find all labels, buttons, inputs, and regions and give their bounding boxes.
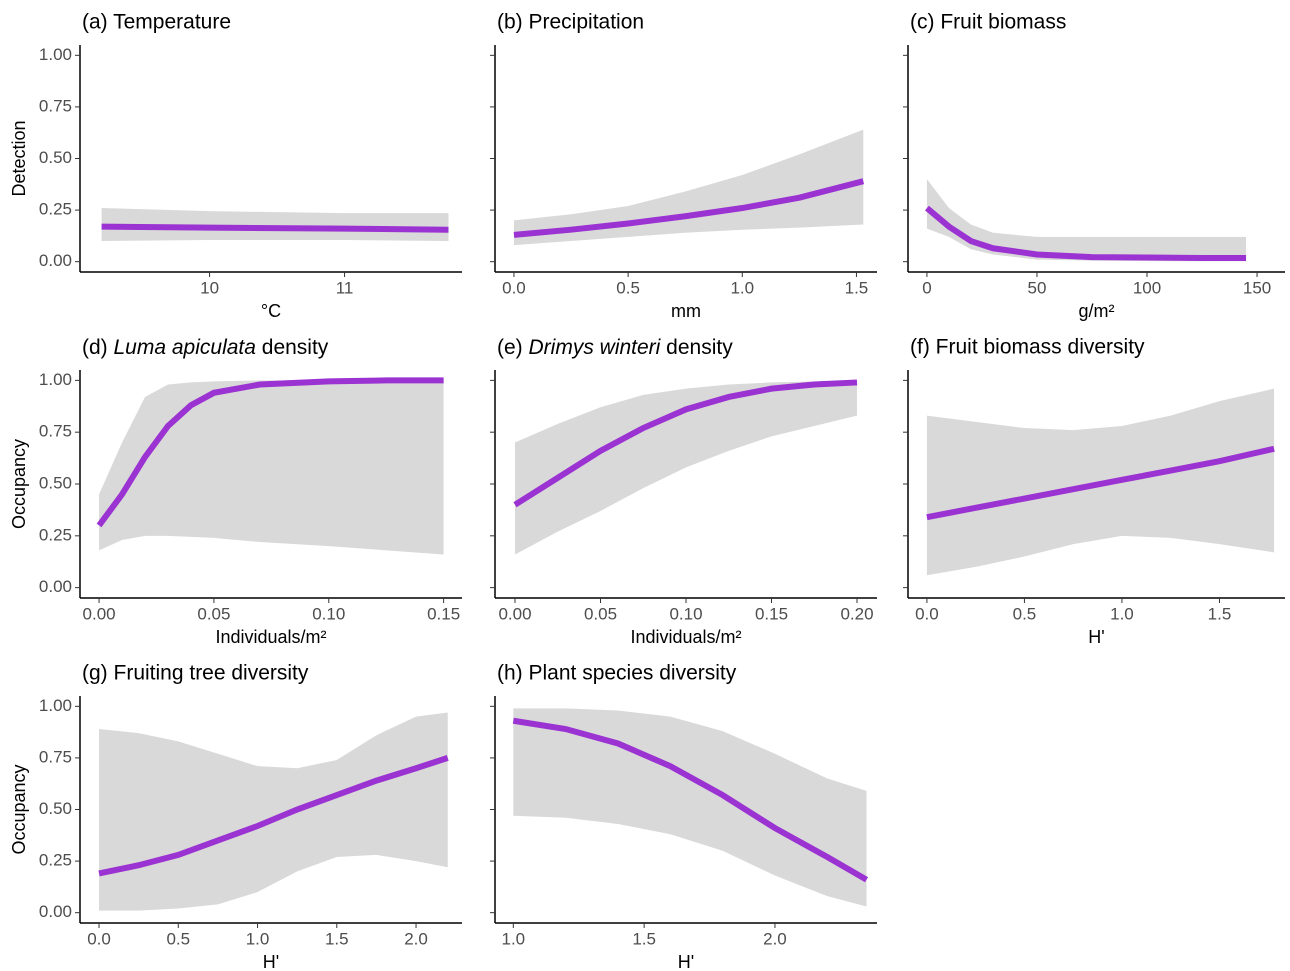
title-part: (e): [497, 336, 529, 359]
confidence-band: [926, 179, 1247, 262]
x-tick-label: 0.0: [502, 278, 526, 297]
x-tick-label: 50: [1028, 278, 1047, 297]
x-tick-label: 0.5: [1013, 604, 1037, 623]
fit-line: [513, 379, 858, 508]
x-tick-label: 0.00: [498, 604, 531, 623]
y-tick-label: 0.00: [39, 251, 72, 270]
x-tick-label: 10: [200, 278, 219, 297]
panel: (c) Fruit biomass 0 50 100 150 g/m²: [903, 11, 1285, 321]
x-tick-label: 1.5: [845, 278, 869, 297]
x-tick-label: 2.0: [763, 929, 787, 948]
panel-title: (f) Fruit biomass diversity: [910, 336, 1145, 359]
x-tick-label: 0.0: [915, 604, 939, 623]
title-part: density: [256, 336, 329, 359]
x-tick-label: 0.05: [584, 604, 617, 623]
y-tick-label: 0.25: [39, 200, 72, 219]
y-tick-label: 0.75: [39, 422, 72, 441]
x-tick-label: 150: [1243, 278, 1271, 297]
x-axis-label: Individuals/m²: [630, 627, 741, 647]
x-axis-label: mm: [671, 301, 701, 321]
confidence-band: [99, 380, 444, 555]
title-part: density: [660, 336, 733, 359]
x-tick-label: 0.20: [840, 604, 873, 623]
x-tick-label: 1.0: [730, 278, 754, 297]
panel: (b) Precipitation 0.0 0.5 1.0 1.5 mm: [490, 11, 877, 321]
x-tick-label: 1.0: [246, 929, 270, 948]
x-tick-label: 0.10: [312, 604, 345, 623]
title-part: Luma apiculata: [114, 336, 256, 359]
panel-title: (b) Precipitation: [497, 11, 644, 34]
y-tick-label: 0.50: [39, 148, 72, 167]
x-tick-label: 0.15: [755, 604, 788, 623]
x-tick-label: 0: [922, 278, 931, 297]
confidence-band: [99, 712, 448, 911]
x-tick-label: 11: [336, 278, 354, 297]
x-tick-label: 0.15: [427, 604, 460, 623]
panel: (f) Fruit biomass diversity 0.0 0.5 1.0 1.5 H…: [903, 336, 1285, 647]
x-axis-label: H': [1088, 627, 1104, 647]
x-axis-label: H': [263, 952, 279, 971]
x-tick-label: 1.5: [325, 929, 349, 948]
x-tick-label: 0.10: [669, 604, 702, 623]
panel: (d) Luma apiculata density 0.00 0.25 0.50 0.…: [9, 336, 462, 647]
x-tick-label: 0.5: [166, 929, 190, 948]
y-axis-label: Occupancy: [9, 764, 29, 854]
panel-title: (h) Plant species diversity: [497, 662, 737, 685]
panel: (a) Temperature 0.00 0.25 0.50 0.75 1.00 10 11 °…: [9, 11, 462, 321]
x-tick-label: 1.5: [632, 929, 656, 948]
y-tick-label: 0.25: [39, 851, 72, 870]
x-axis-label: g/m²: [1079, 301, 1115, 321]
y-tick-label: 0.50: [39, 473, 72, 492]
x-axis-label: H': [678, 952, 694, 971]
fit-line: [926, 445, 1275, 521]
x-tick-label: 0.00: [83, 604, 116, 623]
y-axis-label: Detection: [9, 120, 29, 196]
x-axis-label: Individuals/m²: [215, 627, 326, 647]
x-tick-label: 100: [1133, 278, 1161, 297]
title-part: Drimys winteri: [529, 336, 662, 359]
fit-line: [512, 717, 869, 883]
y-tick-label: 1.00: [39, 45, 72, 64]
panel-title: (c) Fruit biomass: [910, 11, 1066, 34]
title-part: (d): [82, 336, 114, 359]
fit-line: [98, 755, 449, 877]
confidence-band: [513, 708, 867, 907]
panel-title: (d) Luma apiculata density: [82, 336, 329, 359]
x-tick-label: 0.0: [87, 929, 111, 948]
panel-title: (g) Fruiting tree diversity: [82, 662, 309, 685]
panel-title: (a) Temperature: [82, 11, 231, 34]
confidence-band: [515, 380, 857, 555]
y-tick-label: 0.50: [39, 799, 72, 818]
x-tick-label: 0.05: [197, 604, 230, 623]
fit-line: [101, 223, 449, 233]
y-axis-label: Occupancy: [9, 439, 29, 529]
fit-line: [513, 178, 865, 238]
y-tick-label: 0.75: [39, 96, 72, 115]
y-tick-label: 1.00: [39, 370, 72, 389]
panel: (g) Fruiting tree diversity 0.00 0.25 0.50 0…: [9, 662, 462, 971]
confidence-band: [101, 208, 449, 242]
x-tick-label: 1.0: [1110, 604, 1134, 623]
y-tick-label: 0.75: [39, 747, 72, 766]
fit-line: [96, 377, 444, 528]
panel: (h) Plant species diversity 1.0 1.5 2.0 H': [490, 662, 877, 971]
x-tick-label: 1.0: [501, 929, 525, 948]
fit-line: [924, 205, 1247, 261]
y-tick-label: 0.25: [39, 525, 72, 544]
confidence-band: [513, 129, 864, 246]
x-tick-label: 2.0: [404, 929, 428, 948]
x-tick-label: 1.5: [1208, 604, 1232, 623]
y-tick-label: 0.00: [39, 577, 72, 596]
panel: (e) Drimys winteri density 0.00 0.05 0.10 0.…: [490, 336, 877, 647]
y-tick-label: 0.00: [39, 902, 72, 921]
y-tick-label: 1.00: [39, 696, 72, 715]
panel-title: (e) Drimys winteri density: [497, 336, 733, 359]
x-axis-label: °C: [261, 301, 281, 321]
x-tick-label: 0.5: [616, 278, 640, 297]
